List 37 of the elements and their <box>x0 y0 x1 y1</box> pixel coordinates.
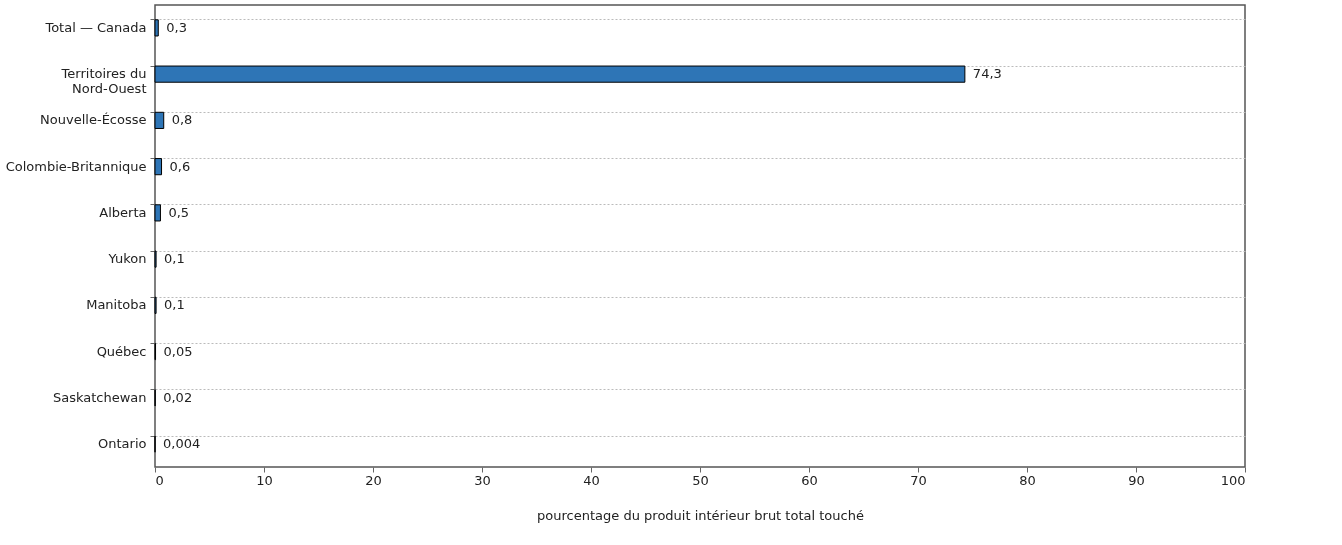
bar <box>154 65 966 83</box>
data-label: 0,8 <box>171 112 193 128</box>
x-tick-label: 60 <box>801 472 818 488</box>
data-label: 0,004 <box>163 436 201 452</box>
x-axis-title: pourcentage du produit intérieur brut total touché <box>537 507 864 523</box>
y-tick-label: Nouvelle-Écosse <box>40 112 147 128</box>
x-tick-label: 90 <box>1128 472 1145 488</box>
data-label: 0,1 <box>164 251 185 267</box>
data-label: 0,02 <box>163 389 193 405</box>
data-label: 0,1 <box>164 297 185 313</box>
x-tick-label: 40 <box>583 472 600 488</box>
data-label: 0,6 <box>169 158 191 174</box>
x-tick-label: 80 <box>1019 472 1036 488</box>
x-tick-label: 50 <box>692 472 709 488</box>
bar <box>154 111 165 129</box>
y-tick-label: Saskatchewan <box>52 389 147 405</box>
y-tick-label: Colombie-Britannique <box>5 158 147 174</box>
y-tick-label: Québec <box>96 343 147 359</box>
y-tick-label: Yukon <box>107 251 147 267</box>
y-tick-label: Ontario <box>98 436 147 452</box>
data-label: 0,5 <box>168 204 190 220</box>
x-tick-label: 0 <box>155 472 164 488</box>
data-label: 0,3 <box>166 19 187 35</box>
bar <box>154 19 159 37</box>
data-label: 0,05 <box>163 343 193 359</box>
x-tick-label: 20 <box>365 472 382 488</box>
x-tick-label: 10 <box>256 472 273 488</box>
bar <box>154 204 161 222</box>
x-tick-label: 30 <box>474 472 491 488</box>
y-tick-label: Alberta <box>99 204 147 220</box>
y-tick-label: Territoires du Nord-Ouest <box>60 66 147 97</box>
x-tick-label: 70 <box>910 472 927 488</box>
y-tick-label: Total — Canada <box>44 19 147 35</box>
bar <box>154 158 163 176</box>
data-label: 74,3 <box>972 66 1002 82</box>
y-tick-label: Manitoba <box>86 297 147 313</box>
x-tick-label: 100 <box>1220 472 1246 488</box>
